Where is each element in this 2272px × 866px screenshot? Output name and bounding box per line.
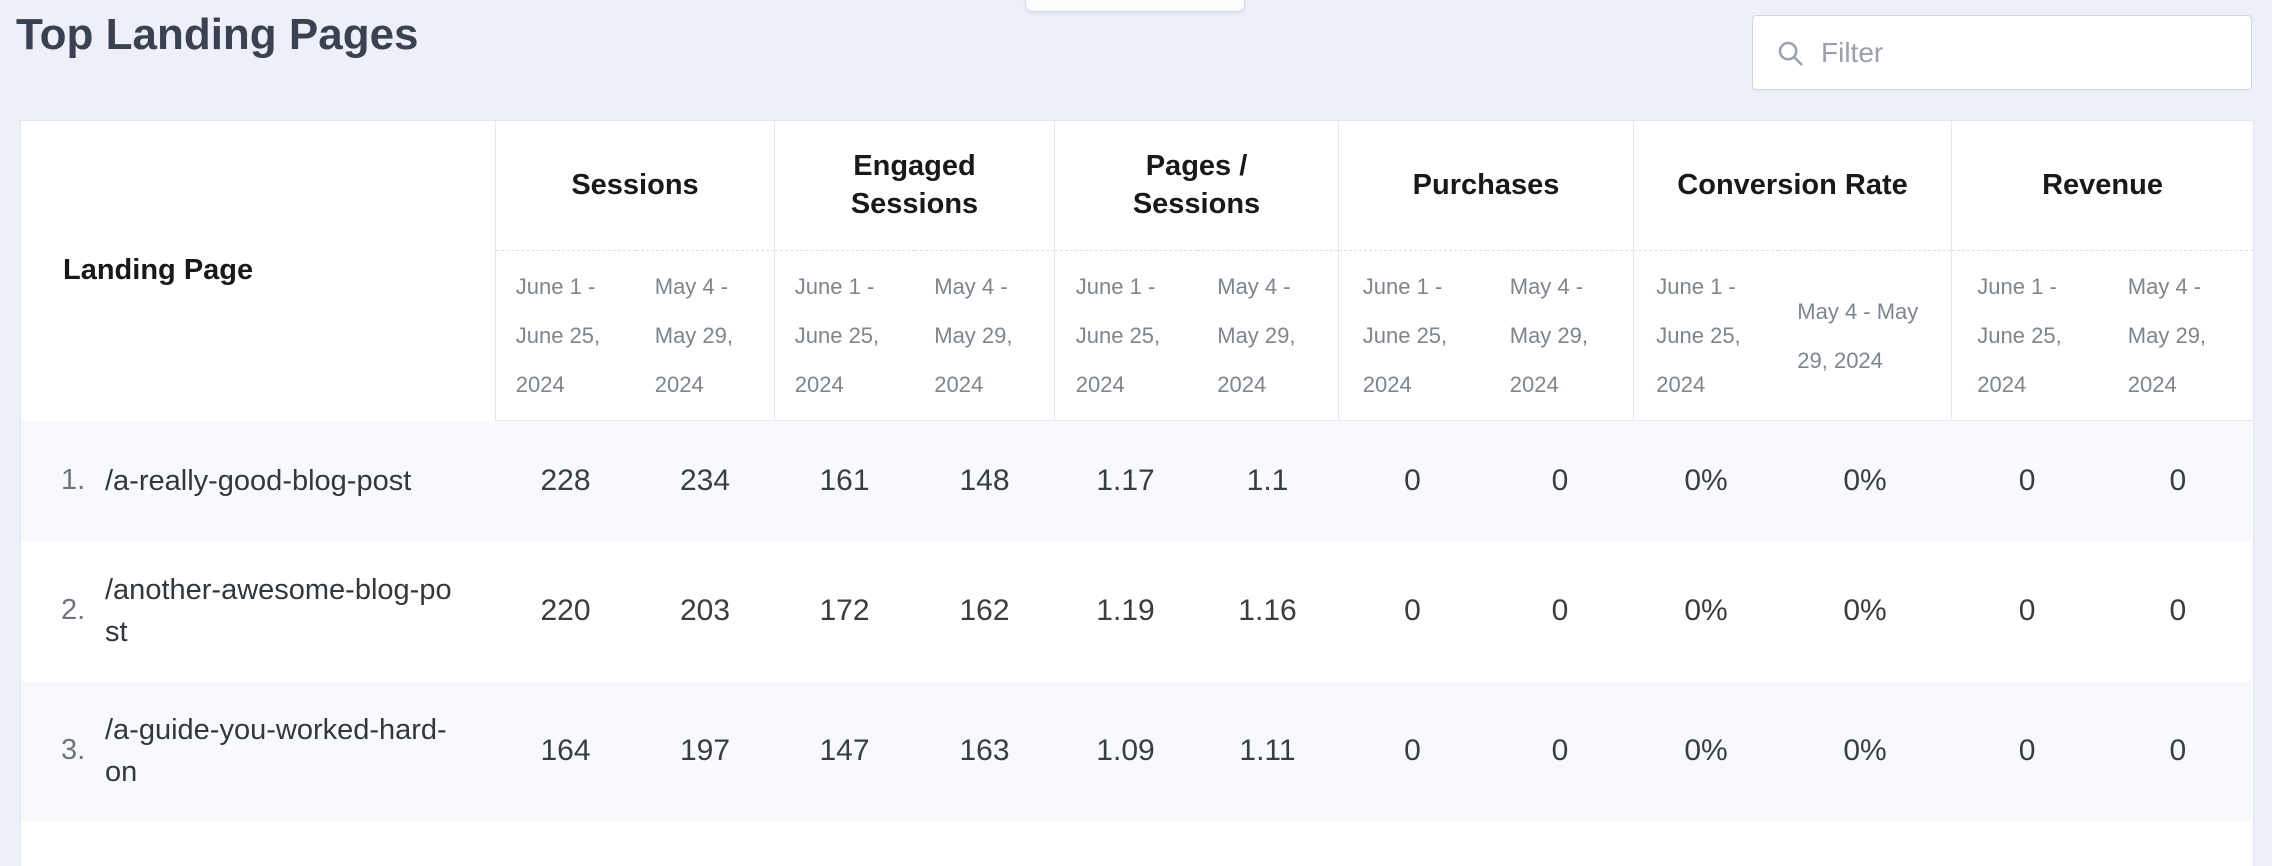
metric-value: 161: [819, 463, 870, 497]
metric-value: 0: [2103, 821, 2254, 866]
metric-value: 0: [2169, 463, 2187, 497]
period-current-conversion-rate: June 1 - June 25, 2024: [1633, 250, 1779, 421]
metric-value: 0: [1551, 593, 1569, 627]
metric-value: 0: [2018, 593, 2036, 627]
metric-value: 0: [1487, 821, 1634, 866]
metric-value: 0: [2018, 463, 2036, 497]
filter-input[interactable]: [1821, 36, 2229, 69]
metric-value: 14.39%: [1779, 821, 1952, 866]
period-previous-sessions: May 4 - May 29, 2024: [635, 250, 775, 421]
metric-value: 1.16: [1238, 593, 1297, 627]
metric-value: 0%: [1843, 463, 1887, 497]
metric-value: 0%: [1684, 463, 1728, 497]
landing-page-link[interactable]: /a-really-good-blog-post: [105, 464, 412, 497]
period-current-pages-sessions: June 1 - June 25, 2024: [1054, 250, 1197, 421]
column-header-revenue[interactable]: Revenue: [1951, 120, 2254, 251]
metric-value: 1.19: [1096, 593, 1155, 627]
metric-value: 220: [540, 593, 591, 627]
table-row: 2. /another-awesome-blog-post 220 203 17…: [20, 540, 2254, 681]
period-header-row: June 1 - June 25, 2024 May 4 - May 29, 2…: [21, 250, 2254, 421]
metric-value: 147: [819, 733, 870, 767]
row-rank: 4.: [61, 864, 105, 866]
metric-value: 0: [2018, 733, 2036, 767]
metric-value: 0%: [1843, 593, 1887, 627]
landing-pages-table: Landing Page Sessions Engaged Sessions P…: [20, 120, 2255, 866]
landing-page-link[interactable]: /another-awesome-blog-post: [105, 573, 452, 648]
column-header-sessions[interactable]: Sessions: [495, 120, 775, 251]
column-header-conversion-rate[interactable]: Conversion Rate: [1633, 120, 1952, 251]
period-current-revenue: June 1 - June 25, 2024: [1951, 250, 2103, 421]
cutoff-panel: [1025, 0, 1245, 12]
metric-value: 148: [959, 463, 1010, 497]
landing-page-cell: 4. /: [21, 821, 496, 866]
metric-value: 0: [1551, 733, 1569, 767]
row-rank: 2.: [61, 594, 86, 626]
period-previous-conversion-rate: May 4 - May 29, 2024: [1778, 250, 1952, 421]
report-header: Top Landing Pages: [0, 0, 2272, 120]
table-row: 3. /a-guide-you-worked-hard-on 164 197 1…: [20, 680, 2254, 821]
metric-value: 163: [959, 733, 1010, 767]
metric-value: 0: [1404, 593, 1421, 627]
metric-value: 0: [2169, 733, 2187, 767]
metric-value: 141: [496, 821, 636, 866]
landing-page-link[interactable]: /: [105, 860, 453, 866]
period-current-purchases: June 1 - June 25, 2024: [1338, 250, 1487, 421]
metric-value: 197: [679, 733, 731, 767]
metric-value: 0: [1404, 463, 1421, 497]
landing-page-cell: 2. /another-awesome-blog-post: [21, 541, 496, 681]
metric-value: 0%: [1684, 733, 1728, 767]
filter-field[interactable]: [1752, 15, 2252, 90]
metric-value: 228: [540, 463, 591, 497]
period-previous-revenue: May 4 - May 29, 2024: [2102, 250, 2254, 421]
metric-value: 0: [1339, 821, 1487, 866]
metric-value: 97: [915, 821, 1055, 866]
metric-value: 132: [636, 821, 775, 866]
period-previous-purchases: May 4 - May 29, 2024: [1486, 250, 1634, 421]
row-rank: 3.: [61, 734, 86, 766]
metric-value: 0%: [1684, 593, 1728, 627]
metric-header-row: Landing Page Sessions Engaged Sessions P…: [21, 120, 2254, 286]
metric-value: 1.17: [1096, 463, 1155, 497]
metric-value: 162: [959, 593, 1010, 627]
metric-value: 0: [1404, 733, 1421, 767]
metric-value: 234: [679, 463, 731, 497]
metric-value: 0: [1952, 821, 2103, 866]
period-previous-pages-sessions: May 4 - May 29, 2024: [1196, 250, 1339, 421]
metric-value: 0%: [1843, 733, 1887, 767]
period-current-sessions: June 1 - June 25, 2024: [495, 250, 636, 421]
period-current-engaged-sessions: June 1 - June 25, 2024: [774, 250, 915, 421]
row-rank: 1.: [61, 464, 86, 496]
column-header-engaged-sessions[interactable]: Engaged Sessions: [774, 120, 1055, 251]
metric-value: 2.16: [1055, 821, 1197, 866]
metric-value: 1.09: [1096, 733, 1155, 767]
landing-page-link[interactable]: /a-guide-you-worked-hard-on: [105, 713, 447, 788]
column-header-purchases[interactable]: Purchases: [1337, 120, 1634, 251]
table-row: 1. /a-really-good-blog-post 228 234 161 …: [20, 420, 2254, 541]
landing-page-cell: 3. /a-guide-you-worked-hard-on: [21, 681, 496, 821]
search-icon: [1778, 41, 1803, 65]
table-row: 4. / 141 132 90 97 2.16 2.38 0 0 10.64% …: [20, 820, 2254, 866]
metric-value: 164: [540, 733, 591, 767]
landing-page-cell: 1. /a-really-good-blog-post: [21, 421, 496, 541]
column-header-landing-page[interactable]: Landing Page: [63, 254, 254, 287]
page-title: Top Landing Pages: [16, 10, 419, 59]
period-previous-engaged-sessions: May 4 - May 29, 2024: [914, 250, 1055, 421]
metric-value: 10.64%: [1634, 821, 1779, 866]
metric-value: 1.11: [1239, 733, 1296, 767]
metric-value: 172: [819, 593, 870, 627]
metric-value: 0: [2169, 593, 2187, 627]
column-header-pages-sessions[interactable]: Pages / Sessions: [1054, 120, 1339, 251]
metric-value: 203: [679, 593, 731, 627]
metric-value: 0: [1551, 463, 1569, 497]
metric-value: 2.38: [1197, 821, 1339, 866]
metric-value: 1.1: [1246, 463, 1289, 497]
metric-value: 90: [775, 821, 915, 866]
